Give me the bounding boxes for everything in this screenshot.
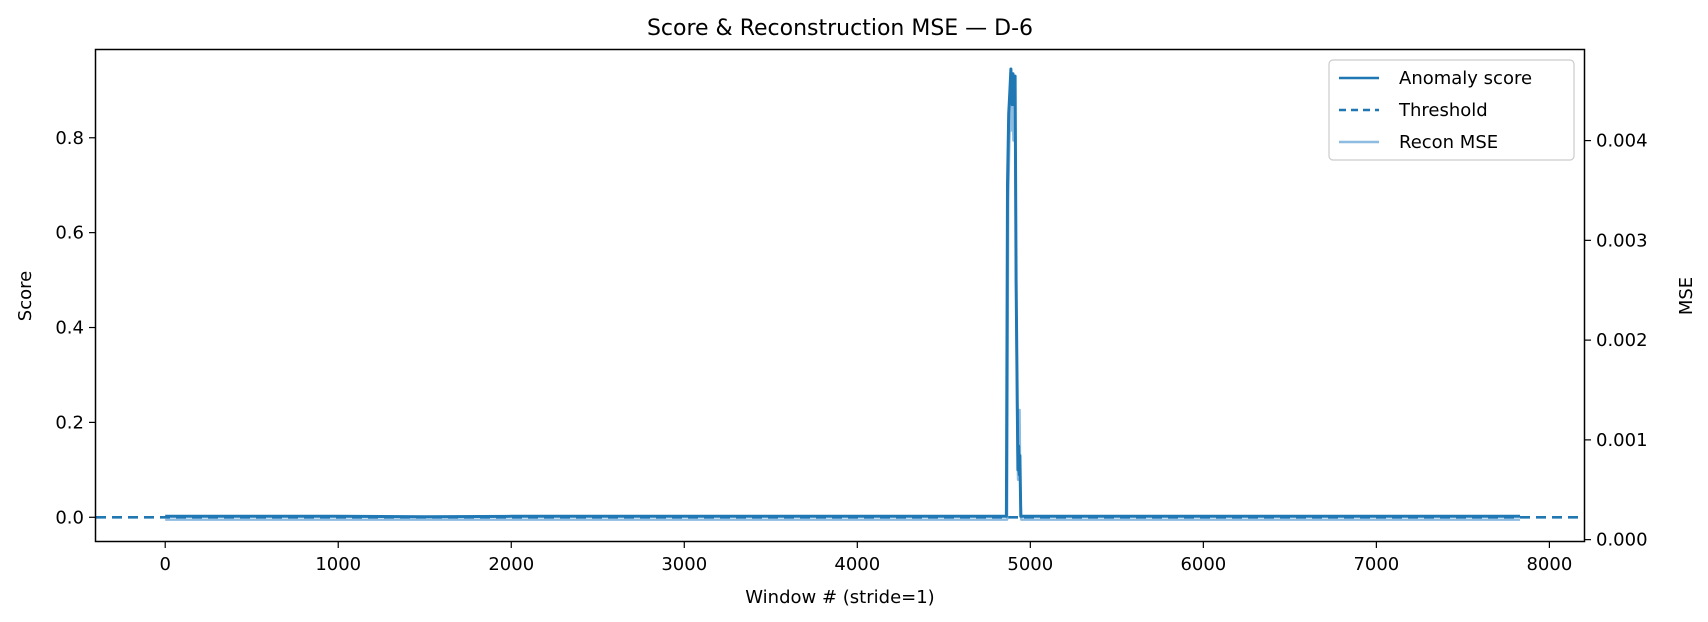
x-axis: 0 1000 2000 3000 4000 5000 6000 7000 8000 [159,541,1572,575]
y-tick-label: 0.2 [55,412,84,433]
y2-axis-label: MSE [1676,277,1697,315]
series-line-anomaly-score [165,67,1520,519]
x-tick-label: 6000 [1180,554,1226,575]
legend-label: Anomaly score [1399,68,1532,89]
x-tick-label: 2000 [488,554,534,575]
y2-tick-label: 0.002 [1596,330,1648,351]
x-axis-label: Window # (stride=1) [745,587,934,608]
x-tick-label: 4000 [834,554,880,575]
y-axis-label: Score [15,271,36,321]
x-tick-label: 8000 [1526,554,1572,575]
plot-marks [96,67,1584,521]
legend-label: Threshold [1398,100,1488,121]
x-tick-label: 0 [159,554,170,575]
y-tick-label: 0.8 [55,128,84,149]
x-tick-label: 7000 [1353,554,1399,575]
y2-tick-label: 0.000 [1596,530,1648,551]
y-tick-label: 0.4 [55,318,84,339]
y2-tick-label: 0.001 [1596,430,1648,451]
legend-label: Recon MSE [1399,132,1498,153]
y-axis-left: 0.0 0.2 0.4 0.6 0.8 [55,128,96,528]
legend-box [1328,59,1575,161]
y-axis-right: 0.000 0.001 0.002 0.003 0.004 [1584,131,1648,551]
series-line-recon-mse [165,89,1520,521]
x-tick-label: 3000 [661,554,707,575]
legend: Anomaly score Threshold Recon MSE [1328,59,1575,161]
y-tick-label: 0.0 [55,507,84,528]
y2-tick-label: 0.003 [1596,230,1648,251]
chart-title: Score & Reconstruction MSE — D-6 [647,16,1033,41]
x-tick-label: 1000 [315,554,361,575]
y2-tick-label: 0.004 [1596,131,1648,152]
x-tick-label: 5000 [1007,554,1053,575]
plot-frame [94,48,1586,543]
y-tick-label: 0.6 [55,223,84,244]
